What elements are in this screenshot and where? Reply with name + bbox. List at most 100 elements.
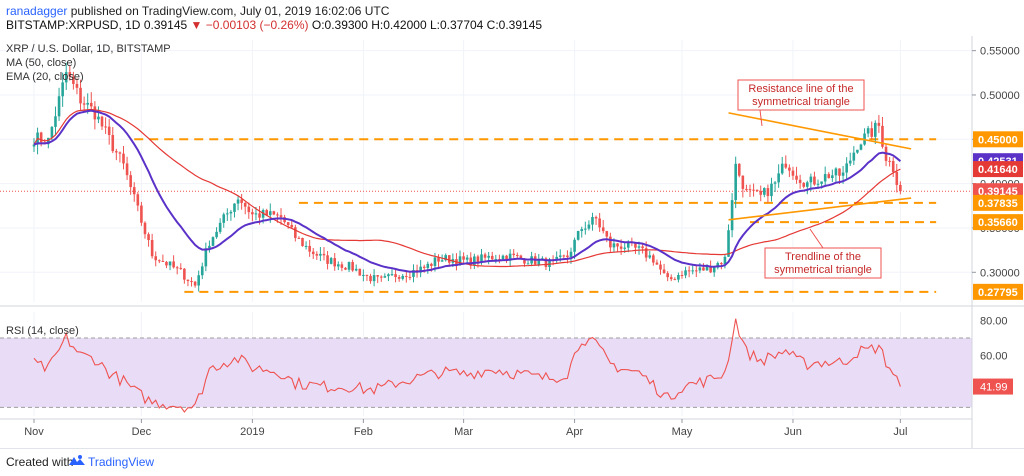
rsi-line <box>33 318 901 413</box>
candle-body <box>68 72 72 77</box>
candle-body <box>179 267 183 269</box>
candle-body <box>183 268 186 280</box>
tradingview-logo-icon[interactable] <box>68 453 86 469</box>
candle-body <box>319 253 322 256</box>
candle-body <box>655 262 659 265</box>
candle-body <box>834 168 838 176</box>
candle-body <box>612 243 616 248</box>
time-axis[interactable]: Nov Dec 2019 Feb Mar Apr May Jun Jul <box>24 419 907 438</box>
price-label-text: 0.41640 <box>978 164 1018 176</box>
candle-body <box>143 222 147 235</box>
price-change: ▼ −0.00103 (−0.26%) <box>190 18 309 32</box>
candle-body <box>634 242 637 248</box>
candle-body <box>193 281 197 286</box>
candle-body <box>47 137 50 145</box>
candle-body <box>659 264 662 270</box>
candle-body <box>874 122 877 137</box>
candle-body <box>301 237 304 247</box>
candle-body <box>215 231 218 238</box>
last-price: 0.39145 <box>143 18 188 32</box>
candle-body <box>437 257 440 262</box>
candle-body <box>662 269 666 274</box>
candle-body <box>365 274 369 276</box>
candle-body <box>354 268 358 271</box>
candle-body <box>362 274 365 276</box>
candle-body <box>669 277 673 280</box>
candle-body <box>816 183 820 185</box>
candle-body <box>755 189 759 191</box>
candle-body <box>93 106 97 120</box>
candle-body <box>254 213 258 215</box>
candle-body <box>97 116 100 120</box>
candle-body <box>222 214 226 223</box>
price-label-badge <box>973 283 1023 300</box>
tradingview-brand[interactable]: TradingView <box>88 455 155 469</box>
symbol-name: BITSTAMP:XRPUSD, 1D <box>6 18 141 32</box>
candle-body <box>845 163 848 173</box>
rsi-axis[interactable]: 80.00 60.00 41.99 <box>973 316 1013 395</box>
candle-body <box>111 135 115 152</box>
ema20-line <box>33 109 902 273</box>
candle-body <box>569 251 573 258</box>
axes <box>0 36 1024 448</box>
candle-body <box>870 128 874 137</box>
candle-body <box>161 260 165 262</box>
candle-body <box>408 276 412 278</box>
candle-body <box>383 276 387 278</box>
candle-body <box>712 267 716 273</box>
time-tick-label: Apr <box>566 426 583 438</box>
candle-body <box>311 251 315 255</box>
candle-body <box>175 267 179 269</box>
candle-body <box>204 248 208 267</box>
candle-body <box>32 144 36 147</box>
price-chart[interactable]: 0.550000.500000.450000.400000.350000.300… <box>0 36 1024 448</box>
candle-body <box>684 270 687 276</box>
candle-body <box>200 266 204 276</box>
candle-body <box>490 255 494 260</box>
candle-body <box>172 261 175 268</box>
candle-body <box>229 211 233 214</box>
annotation-trendline-line2: symmetrical triangle <box>774 264 872 276</box>
candle-body <box>150 240 154 257</box>
annotation-trendline-pointer <box>809 228 824 249</box>
time-tick-label: Nov <box>24 426 44 438</box>
candle-body <box>308 245 311 252</box>
candle-body <box>75 83 79 88</box>
candle-body <box>680 275 684 277</box>
candle-body <box>158 260 161 262</box>
candle-body <box>626 241 630 248</box>
candle-body <box>759 190 763 195</box>
candle-body <box>140 205 143 223</box>
candle-body <box>770 183 773 197</box>
candle-body <box>587 224 591 229</box>
legend-ema: EMA (20, close) <box>6 71 84 83</box>
rsi-tick-label: 60.00 <box>980 350 1008 362</box>
candle-body <box>276 214 279 216</box>
author-link[interactable]: ranadagger <box>6 4 68 18</box>
candle-body <box>294 227 297 238</box>
candle-body <box>440 260 444 262</box>
candle-body <box>623 247 626 249</box>
candle-body <box>419 266 422 273</box>
candle-body <box>580 229 584 232</box>
annotation-resistance: Resistance line of the symmetrical trian… <box>737 79 865 127</box>
candle-body <box>190 281 193 283</box>
legend-ma: MA (50, close) <box>6 57 76 69</box>
candle-body <box>39 132 43 143</box>
candle-body <box>866 128 870 134</box>
candle-body <box>315 254 319 256</box>
candle-body <box>820 181 823 184</box>
candle-body <box>208 245 211 249</box>
time-tick-label: Mar <box>454 426 473 438</box>
candle-body <box>881 125 884 147</box>
price-label-badge <box>973 131 1023 148</box>
candle-body <box>61 82 64 97</box>
moving-averages <box>33 108 902 273</box>
candle-body <box>773 182 777 184</box>
candle-body <box>322 253 326 256</box>
candle-body <box>788 167 791 171</box>
candle-body <box>827 174 831 179</box>
price-label-badge <box>973 161 1023 178</box>
candle-body <box>584 228 587 230</box>
candle-body <box>129 175 132 188</box>
